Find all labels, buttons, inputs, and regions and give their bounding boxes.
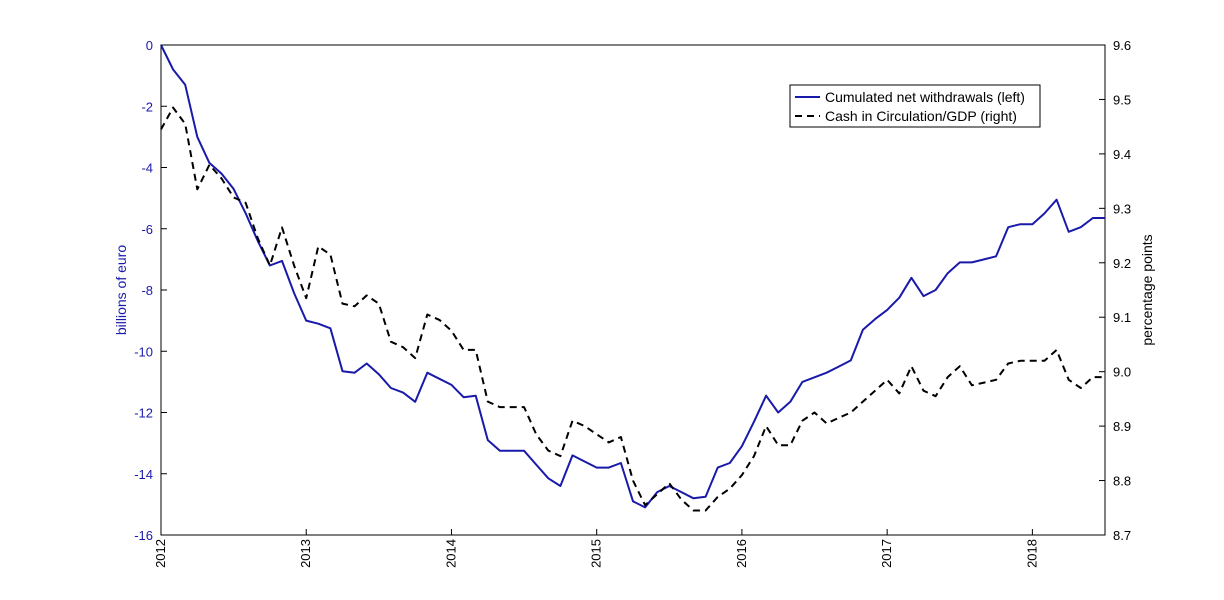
left-tick-label-0: 0 [146,38,153,53]
series-cumulated-net-withdrawals-left [160,44,1105,509]
right-tick-label-8-7: 8.7 [1113,528,1131,543]
x-tick-label-2016: 2016 [734,539,749,568]
x-tick-label-2014: 2014 [443,539,458,568]
right-tick-label-8-9: 8.9 [1113,419,1131,434]
series-line-cash-in-circulation-gdp-right [160,106,1105,512]
right-axis-ticks: 9.6 9.5 9.4 9.3 9.2 9.1 9.0 8.9 8.8 8.7 [1099,38,1131,543]
left-tick-label-6: -6 [141,222,153,237]
left-axis-title: billions of euro [113,245,129,335]
right-tick-label-9-5: 9.5 [1113,92,1131,107]
legend-entry-cash-in-circulation-gdp: Cash in Circulation/GDP (right) [825,108,1017,124]
x-tick-label-2012: 2012 [153,539,168,568]
right-tick-label-9-3: 9.3 [1113,201,1131,216]
legend: Cumulated net withdrawals (left) Cash in… [789,84,1041,128]
right-tick-label-9-0: 9.0 [1113,365,1131,380]
x-tick-label-2013: 2013 [298,539,313,568]
left-tick-label-2: -2 [141,99,153,114]
right-tick-label-9-2: 9.2 [1113,256,1131,271]
series-line-cumulated-net-withdrawals-left [160,44,1105,509]
x-axis-ticks: 2012 2013 2014 2015 2016 2017 2018 [153,529,1039,568]
right-axis-title: percentage points [1139,234,1155,345]
left-tick-label-8: -8 [141,283,153,298]
left-tick-label-16: -16 [134,528,153,543]
series-cash-in-circulation-gdp-right [160,106,1105,512]
x-tick-label-2015: 2015 [589,539,604,568]
x-tick-label-2018: 2018 [1024,539,1039,568]
left-tick-label-10: -10 [134,344,153,359]
right-tick-label-9-4: 9.4 [1113,147,1131,162]
right-tick-label-9-1: 9.1 [1113,310,1131,325]
right-tick-label-8-8: 8.8 [1113,474,1131,489]
legend-box [789,84,1041,128]
series-layer [160,44,1105,512]
left-tick-label-14: -14 [134,467,153,482]
left-tick-label-4: -4 [141,161,153,176]
left-axis-ticks: 0 -2 -4 -6 -8 -10 -12 -14 -16 [134,38,167,543]
left-tick-label-12: -12 [134,406,153,421]
legend-entry-cumulated-net-withdrawals: Cumulated net withdrawals (left) [825,89,1025,105]
x-tick-label-2017: 2017 [879,539,894,568]
right-tick-label-9-6: 9.6 [1113,38,1131,53]
